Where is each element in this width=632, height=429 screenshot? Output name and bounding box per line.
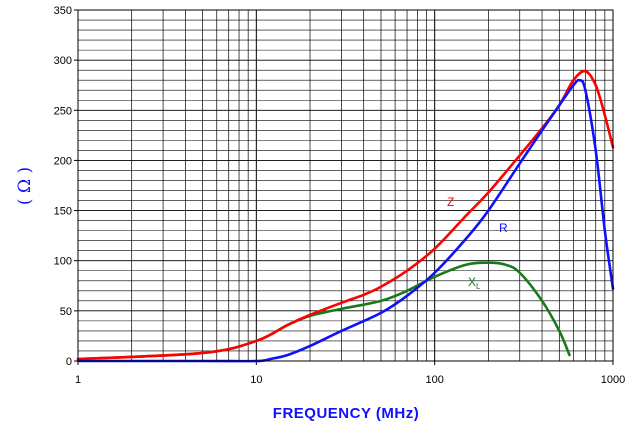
plot-frame (77, 9, 614, 362)
series-label-r: R (499, 221, 508, 235)
x-tick-label: 1 (75, 374, 81, 386)
y-tick-label: 300 (54, 55, 72, 67)
y-tick-label: 250 (54, 105, 72, 117)
x-tick-label: 10 (250, 374, 262, 386)
series-label-z: Z (447, 195, 454, 209)
series-lines (76, 69, 615, 363)
series-line-r (76, 78, 615, 363)
x-tick-label: 100 (425, 374, 443, 386)
x-axis-label: FREQUENCY (MHz) (273, 405, 419, 422)
y-tick-label: 0 (66, 356, 72, 368)
y-tick-label: 50 (60, 306, 72, 318)
y-tick-label: 200 (54, 155, 72, 167)
y-tick-label: 100 (54, 256, 72, 268)
series-labels: Z R XL (447, 195, 508, 291)
x-tick-label: 1000 (601, 374, 625, 386)
series-line-z (76, 69, 615, 361)
y-tick-label: 150 (54, 206, 72, 218)
y-tick-label: 350 (54, 5, 72, 17)
tick-labels: 0 50 100 150 200 250 300 350 1 10 100 1000 (54, 5, 626, 386)
series-label-xl: XL (468, 275, 481, 291)
y-axis-label: ( Ω ) (15, 167, 35, 205)
